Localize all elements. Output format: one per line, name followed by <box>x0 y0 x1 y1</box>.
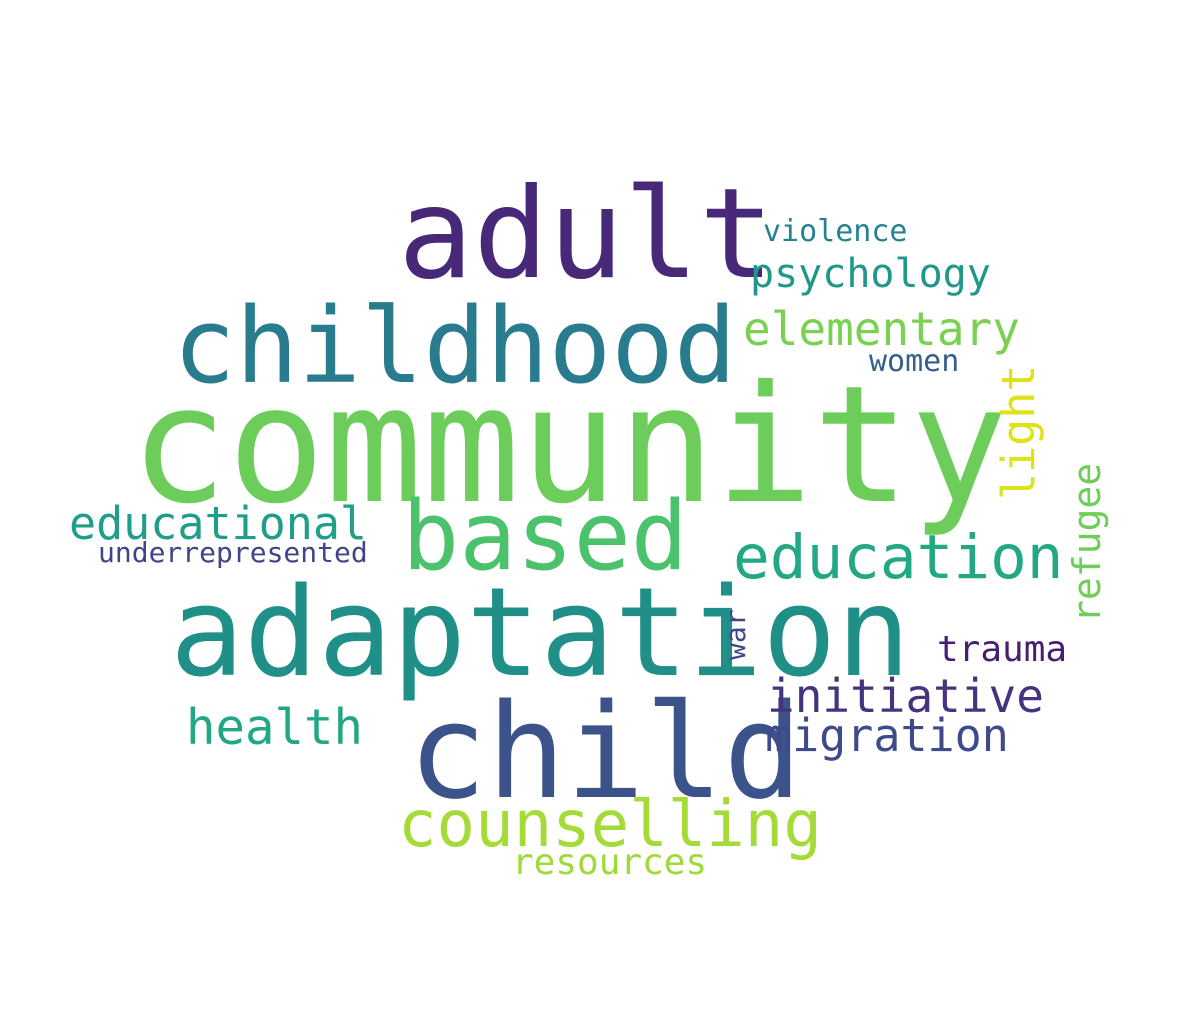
word-underrepresented: underrepresented <box>98 536 368 569</box>
word-women: women <box>869 344 960 379</box>
word-elementary: elementary <box>743 302 1020 356</box>
word-education: education <box>733 522 1064 593</box>
word-adaptation: adaptation <box>170 562 911 705</box>
word-health: health <box>186 699 364 756</box>
word-counselling: counselling <box>398 788 822 862</box>
word-psychology: psychology <box>750 251 991 297</box>
word-initiative: initiative <box>767 669 1044 723</box>
word-adult: adult <box>398 162 775 307</box>
word-violence: violence <box>763 214 908 249</box>
word-migration: migration <box>765 709 1009 762</box>
word-refugee: refugee <box>1065 462 1109 623</box>
word-trauma: trauma <box>937 629 1068 670</box>
word-educational: educational <box>69 497 368 550</box>
word-based: based <box>402 482 688 592</box>
word-resources: resources <box>512 842 708 883</box>
word-community: community <box>130 352 1008 540</box>
word-childhood: childhood <box>173 285 737 407</box>
word-war: war <box>719 609 752 660</box>
word-light: light <box>992 364 1045 500</box>
word-child: child <box>408 675 803 828</box>
